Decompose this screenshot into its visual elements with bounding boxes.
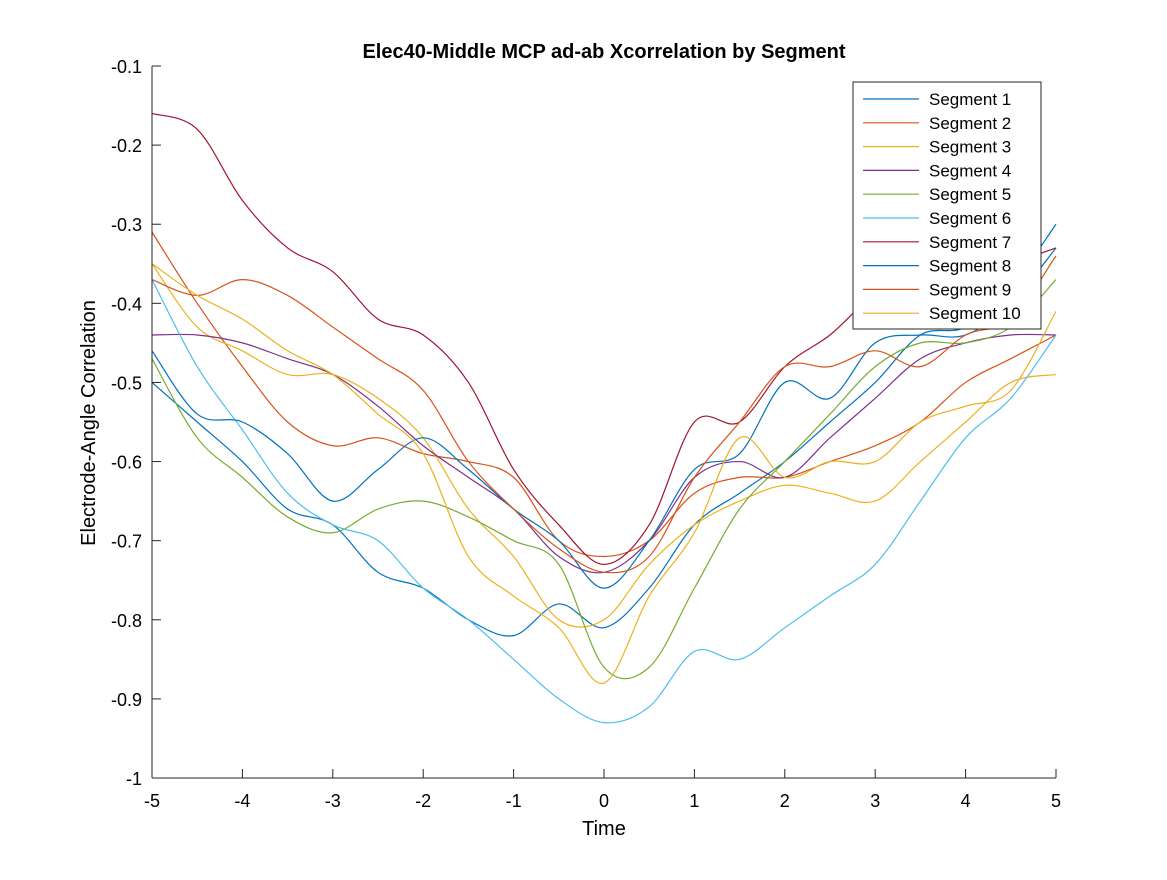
- y-tick-label: -0.3: [111, 215, 142, 235]
- legend-label: Segment 10: [929, 304, 1021, 323]
- legend-label: Segment 7: [929, 233, 1011, 252]
- series-line-3: [151, 263, 1057, 628]
- x-tick-label: 3: [870, 791, 880, 811]
- y-tick-label: -0.5: [111, 373, 142, 393]
- legend-label: Segment 6: [929, 209, 1011, 228]
- x-tick-label: 4: [961, 791, 971, 811]
- legend-label: Segment 8: [929, 257, 1011, 276]
- series-line-5: [151, 279, 1057, 680]
- y-tick-label: -0.1: [111, 57, 142, 77]
- series-line-2: [151, 231, 1057, 558]
- y-tick-label: -0.4: [111, 294, 142, 314]
- series-line-8: [151, 247, 1057, 589]
- legend-label: Segment 9: [929, 280, 1011, 299]
- y-tick-label: -0.2: [111, 136, 142, 156]
- chart-title: Elec40-Middle MCP ad-ab Xcorrelation by …: [362, 41, 845, 63]
- plot-area: -5 -4 -3 -2 -1 0 1 2 3 4 5 -1 -0.9 -0.8 -0.7 -0.6 -0.5 -0…: [111, 57, 1061, 811]
- x-tick-label: 0: [599, 791, 609, 811]
- x-tick-label: -3: [325, 791, 341, 811]
- x-tick-label: -2: [415, 791, 431, 811]
- x-axis-label: Time: [582, 818, 626, 840]
- series-line-6: [151, 279, 1057, 724]
- y-tick-label: -1: [126, 769, 142, 789]
- x-tick-label: -5: [144, 791, 160, 811]
- legend-label: Segment 5: [929, 185, 1011, 204]
- x-tick-label: -1: [506, 791, 522, 811]
- y-tick-label: -0.8: [111, 611, 142, 631]
- x-tick-label: -4: [234, 791, 250, 811]
- legend-label: Segment 3: [929, 138, 1011, 157]
- legend: Segment 1 Segment 2 Segment 3 Segment 4 Segm…: [852, 81, 1042, 330]
- x-tick-label: 1: [689, 791, 699, 811]
- y-tick-label: -0.7: [111, 532, 142, 552]
- legend-label: Segment 2: [929, 114, 1011, 133]
- y-tick-label: -0.9: [111, 690, 142, 710]
- series-line-9: [151, 255, 1057, 574]
- legend-label: Segment 4: [929, 161, 1011, 180]
- y-axis-label: Electrode-Angle Correlation: [78, 300, 100, 546]
- x-tick-label: 2: [780, 791, 790, 811]
- series-line-10: [151, 263, 1057, 684]
- legend-label: Segment 1: [929, 90, 1011, 109]
- x-tick-label: 5: [1051, 791, 1061, 811]
- series-line-1: [151, 223, 1057, 637]
- y-tick-label: -0.6: [111, 453, 142, 473]
